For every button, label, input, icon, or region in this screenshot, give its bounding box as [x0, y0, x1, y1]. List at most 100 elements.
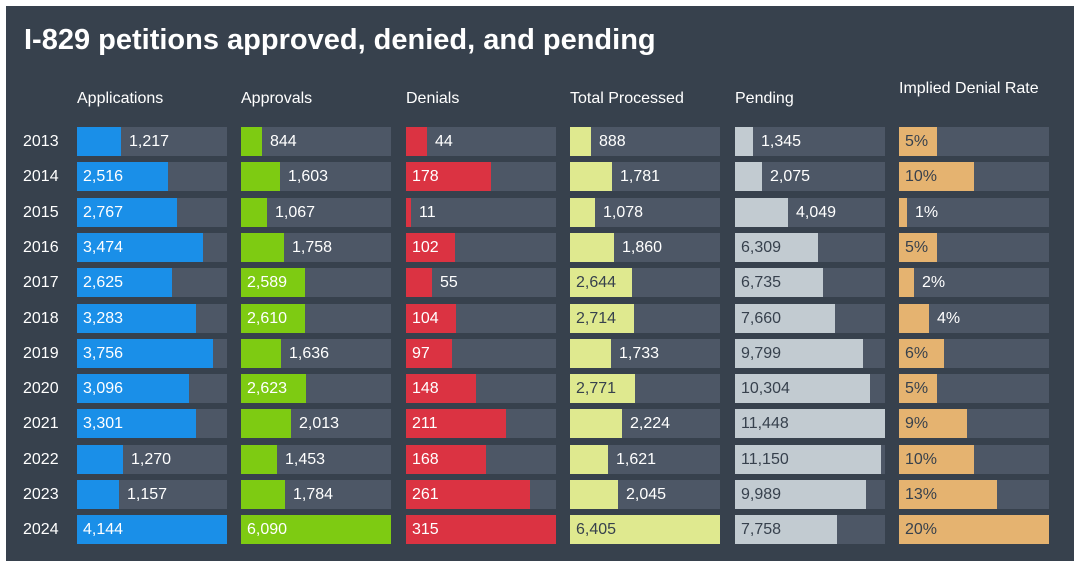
value-label-applications: 1,157: [127, 486, 168, 503]
bar-denials: [406, 338, 452, 368]
bar-denials: [406, 409, 506, 439]
value-label-applications: 1,217: [129, 133, 170, 150]
value-label-implied_denial_rate: 9%: [905, 415, 929, 433]
value-label-implied_denial_rate: 20%: [905, 521, 938, 539]
column-header-approvals: Approvals: [241, 90, 313, 107]
bar-track-total_processed: 1,860: [570, 232, 720, 262]
bar-track-pending: 11,448: [735, 409, 885, 439]
row-year-label: 2014: [23, 168, 59, 186]
bar-track-approvals: 2,610: [241, 303, 391, 333]
value-label-approvals: 6,090: [247, 521, 288, 539]
bar-track-pending: 10,304: [735, 374, 885, 404]
value-label-approvals: 1,758: [292, 238, 333, 256]
value-label-applications: 4,144: [83, 521, 124, 539]
bar-track-applications: 3,756: [77, 338, 227, 368]
bar-applications: [77, 197, 177, 227]
value-label-denials: 102: [412, 238, 439, 256]
bar-track-implied_denial_rate: 2%: [899, 268, 1049, 298]
bar-track-denials: 168: [406, 444, 556, 474]
value-label-approvals: 1,067: [275, 203, 316, 221]
bar-track-total_processed: 1,621: [570, 444, 720, 474]
bar-implied_denial_rate: [899, 268, 914, 298]
bar-implied_denial_rate: [899, 197, 907, 227]
value-label-pending: 6,735: [741, 274, 782, 292]
value-label-denials: 178: [412, 168, 439, 186]
value-label-denials: 104: [412, 309, 439, 327]
bar-track-implied_denial_rate: 10%: [899, 162, 1049, 192]
column-header-total_processed: Total Processed: [570, 90, 684, 107]
bar-approvals: [241, 197, 267, 227]
bar-track-pending: 7,660: [735, 303, 885, 333]
bar-track-total_processed: 888: [570, 127, 720, 156]
bar-pending: [735, 232, 818, 262]
bar-total_processed: [570, 338, 611, 368]
value-label-implied_denial_rate: 10%: [905, 168, 938, 186]
bar-denials: [406, 374, 476, 404]
bar-track-approvals: 6,090: [241, 515, 391, 545]
chart-title: I-829 petitions approved, denied, and pe…: [24, 24, 656, 56]
value-label-implied_denial_rate: 6%: [905, 344, 929, 362]
bar-denials: [406, 480, 530, 509]
bar-implied_denial_rate: [899, 338, 944, 368]
bar-track-denials: 178: [406, 162, 556, 192]
bar-pending: [735, 197, 788, 227]
value-label-total_processed: 6,405: [576, 521, 617, 539]
value-label-pending: 9,989: [741, 486, 782, 503]
value-label-denials: 211: [412, 415, 438, 433]
value-label-applications: 2,767: [83, 203, 124, 221]
bar-approvals: [241, 409, 291, 439]
bar-track-applications: 1,157: [77, 480, 227, 509]
bar-denials: [406, 197, 411, 227]
row-year-label: 2017: [23, 274, 59, 292]
value-label-applications: 3,474: [83, 238, 124, 256]
bar-implied_denial_rate: [899, 515, 1049, 545]
bar-total_processed: [570, 444, 608, 474]
column-header-applications: Applications: [77, 90, 164, 107]
bar-track-implied_denial_rate: 10%: [899, 444, 1049, 474]
bar-pending: [735, 338, 863, 368]
bar-approvals: [241, 480, 285, 509]
value-label-implied_denial_rate: 13%: [905, 486, 938, 503]
bar-pending: [735, 127, 753, 156]
value-label-approvals: 1,603: [288, 168, 329, 186]
value-label-applications: 3,283: [83, 309, 124, 327]
bar-implied_denial_rate: [899, 409, 967, 439]
bar-denials: [406, 127, 427, 156]
bar-track-approvals: 2,623: [241, 374, 391, 404]
bar-applications: [77, 338, 213, 368]
bar-track-total_processed: 2,224: [570, 409, 720, 439]
bar-applications: [77, 268, 172, 298]
value-label-implied_denial_rate: 5%: [905, 238, 929, 256]
value-label-implied_denial_rate: 10%: [905, 450, 938, 468]
bar-track-pending: 9,989: [735, 480, 885, 509]
value-label-pending: 11,448: [741, 415, 789, 433]
bar-track-denials: 11: [406, 197, 556, 227]
value-label-total_processed: 2,714: [576, 309, 617, 327]
bar-total_processed: [570, 197, 595, 227]
value-label-approvals: 2,610: [247, 309, 288, 327]
bar-total_processed: [570, 374, 635, 404]
bar-track-total_processed: 2,714: [570, 303, 720, 333]
bar-track-applications: 3,301: [77, 409, 227, 439]
bar-track-implied_denial_rate: 9%: [899, 409, 1049, 439]
value-label-applications: 3,301: [83, 415, 124, 433]
bar-approvals: [241, 374, 306, 404]
bar-denials: [406, 303, 456, 333]
bar-track-pending: 2,075: [735, 162, 885, 192]
row-year-label: 2021: [23, 415, 59, 433]
bar-track-denials: 211: [406, 409, 556, 439]
bar-pending: [735, 303, 835, 333]
bar-total_processed: [570, 127, 591, 156]
column-header-pending: Pending: [735, 90, 794, 107]
bar-pending: [735, 480, 866, 509]
bar-track-pending: 7,758: [735, 515, 885, 545]
bar-implied_denial_rate: [899, 480, 997, 509]
bar-track-applications: 2,516: [77, 162, 227, 192]
bar-track-total_processed: 2,644: [570, 268, 720, 298]
value-label-pending: 9,799: [741, 344, 782, 362]
bar-track-approvals: 1,758: [241, 232, 391, 262]
bar-track-denials: 55: [406, 268, 556, 298]
value-label-denials: 55: [440, 274, 458, 292]
column-header-denials: Denials: [406, 90, 460, 107]
value-label-total_processed: 1,781: [620, 168, 661, 186]
